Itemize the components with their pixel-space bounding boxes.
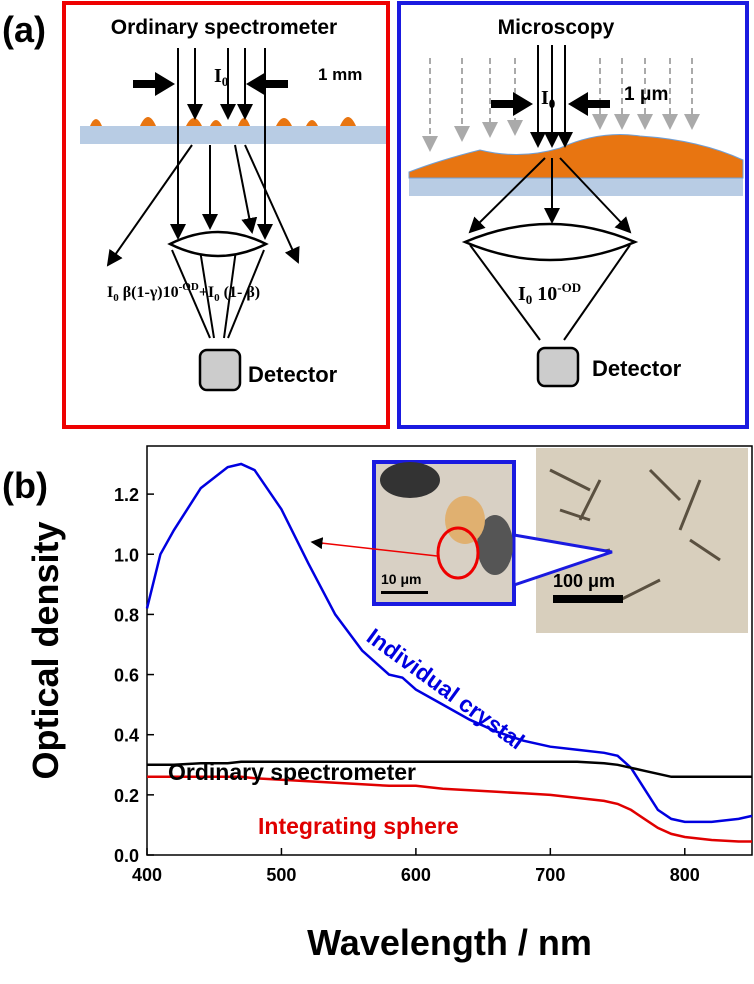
x-tick-label: 800	[670, 865, 700, 885]
blob	[477, 515, 513, 575]
f: 10	[532, 283, 557, 305]
y-tick-label: 0.6	[114, 666, 139, 686]
beam-label: I0	[541, 87, 555, 111]
y-tick-label: 0.8	[114, 605, 139, 625]
f: 0	[214, 292, 220, 304]
x-axis-title: Wavelength / nm	[307, 922, 592, 963]
plot-frame	[146, 445, 753, 856]
scale-bar	[381, 591, 428, 594]
y-tick-label: 0.0	[114, 846, 139, 866]
width-arrows	[133, 72, 288, 96]
y-tick-label: 0.4	[114, 726, 139, 746]
beam-sub: 0	[222, 74, 229, 89]
f: 0	[113, 292, 119, 304]
f: β(1-γ)10	[119, 284, 179, 301]
x-tick-label: 700	[535, 865, 565, 885]
inset: 100 μm 10 μm	[310, 448, 748, 633]
series-label: Ordinary spectrometer	[168, 759, 416, 785]
x-tick-label: 500	[266, 865, 296, 885]
f: +I	[199, 284, 214, 301]
lens	[461, 222, 639, 262]
left-box	[62, 1, 390, 429]
panel-label: (b)	[2, 465, 48, 506]
width-label: 1 μm	[624, 84, 668, 105]
left-title: Ordinary spectrometer	[111, 16, 337, 39]
series-line	[147, 775, 752, 843]
formula: I0 β(1-γ)10-OD+I0 (1- β)	[107, 281, 260, 304]
crystal	[408, 134, 744, 179]
y-tick-label: 1.2	[114, 485, 139, 505]
scale-label: 100 μm	[553, 571, 615, 591]
detector-label: Detector	[248, 362, 338, 387]
crystals	[90, 117, 356, 126]
formula: I0 10-OD	[518, 280, 581, 307]
right-box	[397, 1, 749, 429]
width-label: 1 mm	[318, 65, 362, 84]
series-label: Integrating sphere	[258, 813, 459, 839]
y-tick-label: 1.0	[114, 545, 139, 565]
scale-label: 10 μm	[381, 571, 421, 587]
detector	[536, 346, 580, 388]
series-line	[147, 760, 752, 779]
f: -OD	[179, 281, 199, 293]
scale-bar	[553, 595, 623, 603]
gray-rays	[422, 58, 700, 152]
x-tick-label: 400	[132, 865, 162, 885]
blob	[445, 496, 485, 544]
x-tick-label: 600	[401, 865, 431, 885]
slide	[80, 126, 386, 144]
series-line	[145, 462, 753, 824]
panel-label: (a)	[2, 9, 46, 50]
beam-sub: 0	[549, 96, 556, 111]
slide	[409, 178, 743, 196]
rays	[468, 45, 632, 341]
highlight	[436, 526, 480, 580]
beam: I	[541, 87, 549, 109]
series-label: Individual crystal	[362, 623, 529, 754]
right-title: Microscopy	[498, 16, 615, 39]
detector	[198, 348, 242, 392]
width-arrows	[491, 92, 610, 116]
callout	[512, 533, 613, 588]
detector-label: Detector	[592, 356, 682, 381]
inset-large	[536, 448, 748, 633]
beam-label: I0	[214, 65, 228, 89]
f: (1- β)	[220, 284, 260, 301]
blob	[380, 462, 440, 498]
beam: I	[214, 65, 222, 87]
f: I	[107, 284, 113, 301]
pointer	[310, 537, 438, 557]
f: -OD	[557, 280, 581, 295]
f: I	[518, 283, 526, 305]
y-axis-title: Optical density	[25, 521, 66, 779]
lens	[167, 230, 269, 258]
y-tick-label: 0.2	[114, 786, 139, 806]
f: 0	[526, 292, 533, 307]
